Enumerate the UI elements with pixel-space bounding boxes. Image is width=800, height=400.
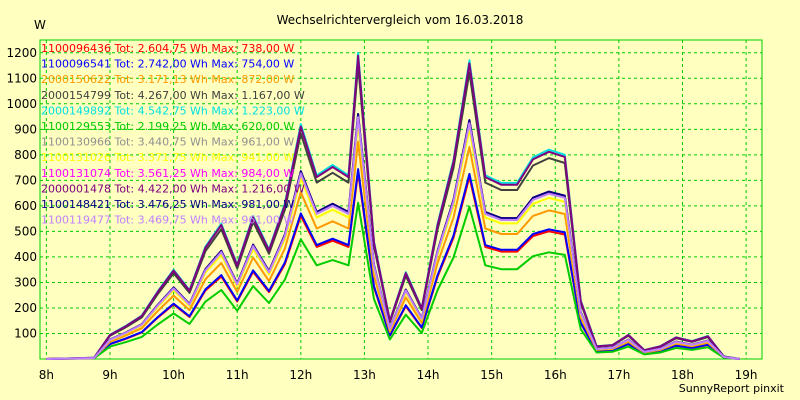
axes: 100 200 300 400 500 600 700 800 900 1000 1100 1200 8… (6, 46, 757, 382)
y-tick-label: 1200 (6, 46, 37, 60)
legend-entry: 1100096541 Tot: 2.742,00 Wh Max: 754,00 … (41, 58, 294, 71)
x-tick-label: 11h (226, 368, 249, 382)
y-tick-label: 1000 (6, 97, 37, 111)
series-line (46, 116, 740, 360)
x-tick-label: 17h (607, 368, 630, 382)
x-tick-label: 9h (102, 368, 117, 382)
legend-entry: 2000001478 Tot: 4.422,00 Wh Max: 1.216,0… (41, 182, 305, 195)
y-tick-label: 600 (14, 199, 37, 213)
legend-entry: 2000154799 Tot: 4.267,00 Wh Max: 1.167,0… (41, 89, 305, 102)
footer-credit: SunnyReport pinxit (679, 382, 785, 395)
y-tick-label: 900 (14, 122, 37, 136)
legend-entry: 1100131074 Tot: 3.561,25 Wh Max: 984,00 … (41, 167, 294, 180)
legend-entry: 1100130966 Tot: 3.440,75 Wh Max: 961,00 … (41, 136, 294, 149)
x-tick-label: 18h (671, 368, 694, 382)
series-lines (46, 51, 740, 360)
series-line (46, 168, 740, 360)
legend: 1100096436 Tot: 2.604,75 Wh Max: 738,00 … (41, 42, 305, 227)
legend-entry: 2000149892 Tot: 4.542,75 Wh Max: 1.223,0… (41, 104, 305, 117)
chart-title: Wechselrichtervergleich vom 16.03.2018 (277, 13, 524, 27)
y-axis-label: W (34, 18, 46, 32)
x-tick-label: 16h (544, 368, 567, 382)
y-tick-label: 500 (14, 224, 37, 238)
series-line (46, 140, 740, 360)
x-tick-label: 10h (162, 368, 185, 382)
y-tick-label: 800 (14, 148, 37, 162)
y-tick-label: 200 (14, 301, 37, 315)
y-tick-label: 100 (14, 326, 37, 340)
series-line (46, 54, 740, 360)
x-tick-label: 14h (417, 368, 440, 382)
y-tick-label: 300 (14, 275, 37, 289)
legend-entry: 1100119477 Tot: 3.469,75 Wh Max: 961,00 … (41, 214, 294, 227)
legend-entry: 2000150622 Tot: 3.171,13 Wh Max: 872,00 … (41, 73, 294, 86)
x-tick-label: 13h (353, 368, 376, 382)
y-tick-label: 1100 (6, 71, 37, 85)
grid (39, 39, 763, 360)
legend-entry: 1100148421 Tot: 3.476,25 Wh Max: 981,00 … (41, 198, 294, 211)
y-tick-label: 400 (14, 250, 37, 264)
series-line (46, 201, 740, 360)
x-tick-label: 12h (289, 368, 312, 382)
x-tick-label: 8h (39, 368, 54, 382)
legend-entry: 1100096436 Tot: 2.604,75 Wh Max: 738,00 … (41, 42, 294, 55)
legend-entry: 1100131026 Tot: 3.371,75 Wh Max: 941,00 … (41, 151, 294, 164)
plot-frame (39, 39, 763, 360)
legend-entry: 1100129553 Tot: 2.199,25 Wh Max: 620,00 … (41, 120, 294, 133)
x-tick-label: 19h (735, 368, 758, 382)
y-tick-label: 700 (14, 173, 37, 187)
x-tick-label: 15h (480, 368, 503, 382)
